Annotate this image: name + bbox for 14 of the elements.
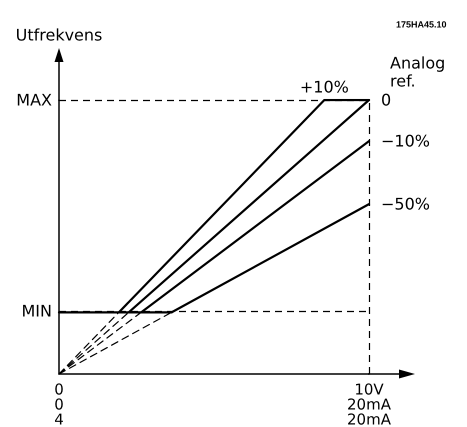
y-axis-title: Utfrekvens bbox=[16, 26, 102, 44]
x-tick-label: 10V bbox=[354, 380, 384, 398]
series-label: 0 bbox=[381, 90, 392, 110]
annotation: 4 bbox=[54, 410, 64, 427]
ref-line-label: MAX bbox=[16, 90, 52, 110]
series-label: −50% bbox=[381, 194, 430, 214]
x2-tick-label: 20mA bbox=[347, 396, 392, 414]
x2-tick-label: 0 bbox=[54, 396, 64, 414]
series-label: +10% bbox=[300, 78, 349, 96]
legend-title: Analog ref. bbox=[390, 54, 446, 90]
ref-line-label: MIN bbox=[22, 301, 52, 320]
series-label: −10% bbox=[381, 132, 430, 151]
annotation: 20mA bbox=[347, 410, 392, 427]
text: 175HA45.10 bbox=[396, 20, 447, 30]
